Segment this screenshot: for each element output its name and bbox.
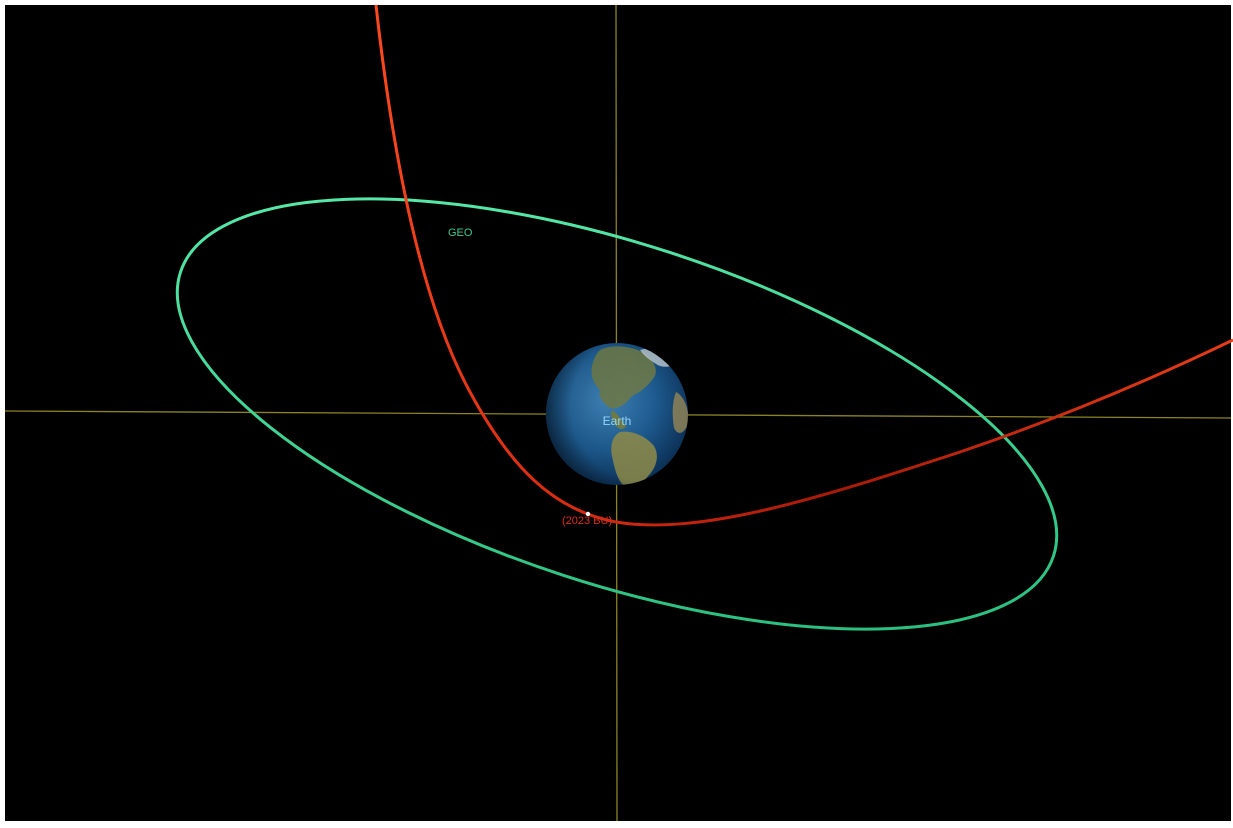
- earth-globe-icon: [546, 343, 688, 485]
- asteroid-label: (2023 BU): [562, 515, 612, 527]
- geo-orbit-label: GEO: [448, 227, 473, 239]
- asteroid-trajectory: [374, 4, 1233, 527]
- earth-label: Earth: [603, 414, 632, 428]
- asteroid-marker-icon: [585, 511, 591, 517]
- geo-orbit-ring: [175, 197, 1059, 631]
